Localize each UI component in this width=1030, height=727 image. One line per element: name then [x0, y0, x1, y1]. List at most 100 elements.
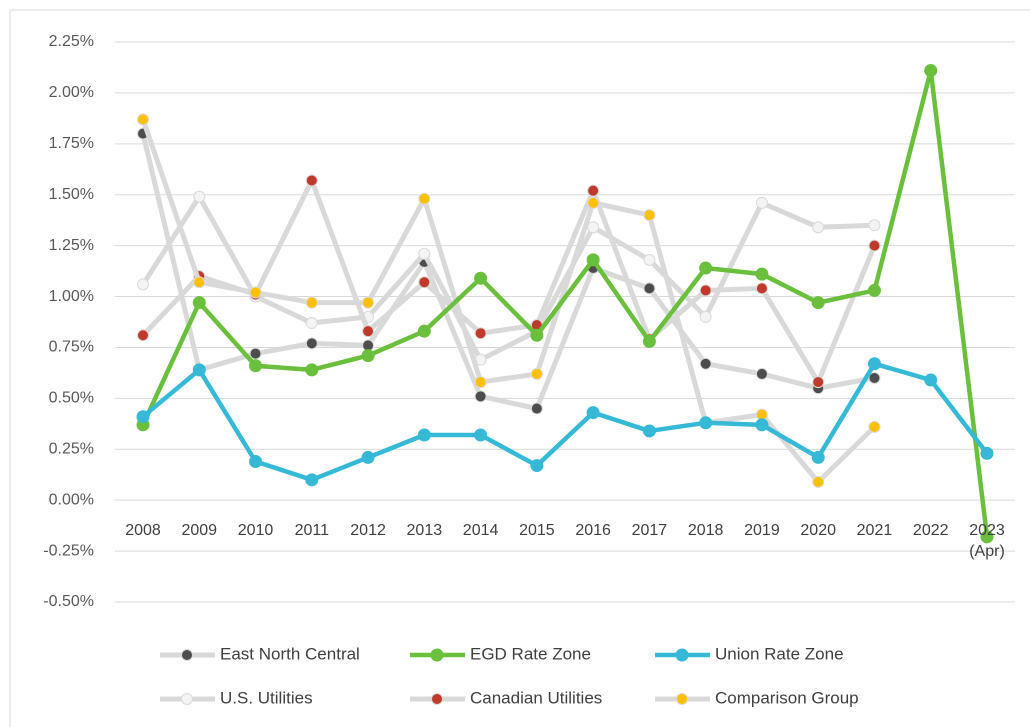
point: [137, 113, 149, 126]
y-tick-label: 0.00%: [49, 491, 94, 508]
chart-border: [9, 9, 1030, 727]
point: [699, 357, 712, 370]
point: [586, 253, 600, 267]
x-tick-label: 2012: [350, 522, 386, 540]
point: [643, 253, 656, 266]
series-line: [141, 177, 877, 385]
point: [980, 530, 994, 544]
x-tick-label: 2022: [912, 522, 949, 540]
point: [474, 390, 487, 403]
point: [587, 221, 600, 234]
point: [980, 446, 994, 460]
point: [249, 359, 263, 373]
point: [474, 428, 488, 442]
point: [924, 373, 938, 387]
point: [305, 473, 319, 487]
point: [193, 190, 206, 203]
point: [530, 367, 543, 380]
point: [755, 267, 769, 281]
point: [643, 209, 656, 222]
x-tick-label: 2013: [406, 522, 443, 540]
point: [193, 276, 206, 289]
point: [699, 416, 713, 430]
point: [418, 276, 431, 289]
point: [417, 428, 431, 442]
x-tick-label: 2020: [800, 522, 836, 540]
point: [418, 247, 431, 260]
point: [699, 261, 713, 275]
y-tick-label: 1.75%: [49, 135, 94, 152]
point: [530, 328, 544, 342]
legend-marker: [181, 693, 193, 705]
point: [699, 284, 712, 297]
point: [249, 347, 262, 360]
legend-label: EGD Rate Zone: [470, 644, 591, 663]
series-line: [140, 118, 877, 485]
x-tick-label: 2021: [856, 522, 893, 540]
point: [305, 174, 318, 187]
y-tick-label: 1.50%: [49, 186, 94, 203]
point: [474, 271, 488, 285]
point: [305, 317, 318, 330]
point: [755, 367, 768, 380]
x-tick-label: 2016: [575, 522, 611, 540]
series-line: [140, 133, 875, 412]
point: [812, 376, 825, 389]
point: [587, 196, 600, 209]
point: [305, 337, 318, 350]
x-tick-label: 2014: [462, 522, 499, 540]
point: [137, 329, 149, 342]
y-tick-label: 0.50%: [49, 390, 94, 407]
legend-label: Union Rate Zone: [715, 644, 844, 663]
x-tick-label: 2008: [125, 522, 161, 540]
legend-marker: [430, 648, 444, 662]
point: [867, 357, 881, 371]
point: [361, 349, 375, 363]
point: [192, 296, 206, 310]
point: [361, 450, 375, 464]
point: [417, 324, 431, 338]
y-tick-label: -0.25%: [43, 542, 94, 559]
point: [868, 372, 881, 384]
y-tick-label: 1.00%: [49, 288, 94, 305]
legend-marker: [181, 649, 193, 661]
x-tick-label: 2019: [744, 522, 780, 540]
point: [924, 64, 938, 78]
point: [812, 221, 825, 234]
point: [868, 219, 881, 232]
point: [755, 418, 769, 432]
point: [755, 282, 768, 295]
legend-marker: [675, 648, 689, 662]
point: [699, 310, 712, 323]
legend-label: Canadian Utilities: [470, 688, 602, 707]
point: [137, 278, 149, 291]
point: [249, 286, 262, 299]
point: [530, 459, 544, 473]
point: [642, 334, 656, 348]
x-tick-label: 2017: [631, 522, 668, 540]
x-tick-label: 2011: [294, 522, 329, 540]
point: [418, 192, 431, 205]
legend-label: Comparison Group: [715, 688, 859, 707]
point: [474, 327, 487, 340]
point: [305, 363, 319, 377]
legend-marker: [676, 693, 688, 705]
x-tick-label: 2018: [687, 522, 724, 540]
point: [643, 282, 656, 295]
point: [642, 424, 656, 438]
point: [755, 196, 768, 209]
series-line: [140, 68, 990, 538]
point: [362, 325, 375, 338]
point: [530, 402, 543, 415]
point: [867, 283, 881, 297]
x-tick-label: 2015: [519, 522, 555, 540]
y-tick-label: 0.25%: [49, 440, 94, 457]
legend-label: East North Central: [220, 644, 360, 663]
point: [868, 239, 881, 252]
point: [868, 420, 881, 433]
point: [811, 450, 825, 464]
y-tick-label: 1.25%: [49, 237, 94, 254]
y-tick-label: -0.50%: [43, 593, 94, 610]
